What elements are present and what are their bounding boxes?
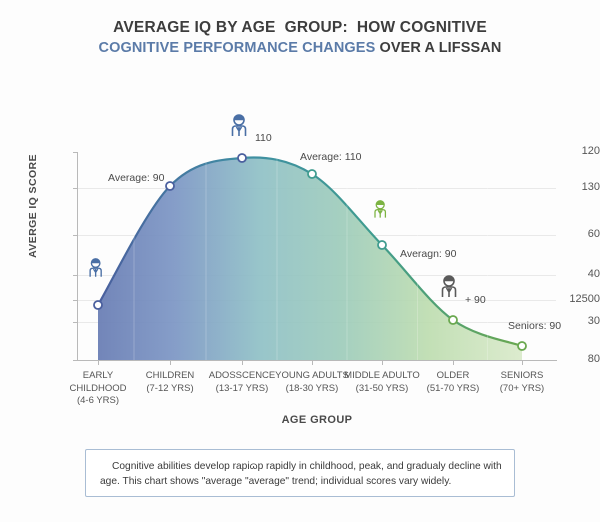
y-tick-mark	[73, 360, 78, 361]
annotation-average-90-left: Average: 90	[108, 172, 165, 184]
y-tick-label: 60	[587, 228, 600, 240]
annotation-peak-value: 110	[255, 132, 272, 144]
x-tick-label-line: (13-17 YRS)	[215, 382, 269, 394]
figure-icon-group	[89, 114, 457, 297]
annotation-seniors-90: Seniors: 90	[508, 320, 562, 332]
x-tick-label-line: CHILDREN	[145, 370, 195, 381]
y-axis-line	[77, 152, 78, 361]
x-tick-label-line: OLDER	[436, 370, 470, 381]
y-tick-mark	[73, 322, 78, 323]
x-tick-mark	[453, 360, 454, 365]
iq-curve-chart	[89, 114, 527, 360]
data-point-marker[interactable]	[517, 341, 527, 351]
y-tick-label: 12500	[569, 293, 600, 305]
x-tick-label: SENIORS (70+ YRS)	[470, 370, 574, 395]
y-tick-mark	[73, 235, 78, 236]
y-tick-mark	[73, 188, 78, 189]
x-tick-mark	[98, 360, 99, 365]
band-divider-group	[133, 156, 488, 360]
x-tick-label: EARLY CHILDHOOD (4-6 YRS)	[46, 370, 150, 408]
y-tick-label: 40	[587, 268, 600, 280]
caption-box: Cognitive abilities develop rapiɷp rapid…	[85, 449, 515, 497]
caption-text: Cognitive abilities develop rapiɷp rapid…	[100, 461, 502, 487]
y-tick-mark	[73, 152, 78, 153]
x-tick-label-line: SENIORS	[500, 370, 544, 381]
y-tick-mark	[73, 300, 78, 301]
x-axis-title: AGE GROUP	[281, 414, 353, 426]
x-tick-mark	[170, 360, 171, 365]
adult-figure-icon	[231, 114, 247, 136]
data-point-marker[interactable]	[165, 181, 175, 191]
x-tick-label-line: MIDDLE ADULTO	[344, 370, 420, 381]
x-tick-label: ADOSSCENCE (13-17 YRS)	[190, 370, 294, 395]
data-point-marker[interactable]	[448, 315, 458, 325]
x-tick-label-line: (7-12 YRS)	[146, 382, 194, 394]
child-figure-icon	[89, 258, 102, 277]
y-tick-mark	[73, 275, 78, 276]
y-tick-label: 30	[587, 315, 600, 327]
page-title-line2-blue: COGNITIVE PERFORMANCE CHANGES	[98, 40, 380, 56]
x-tick-label-line: EARLY	[82, 370, 114, 381]
y-tick-label: 130	[581, 181, 600, 193]
x-tick-label-line: ADOSSCENCE	[208, 370, 276, 381]
page-title-line1: AVERAGE IQ BY AGE GROUP: HOW COGNITIVE	[113, 19, 487, 36]
annotation-average-110: Average: 110	[300, 151, 362, 163]
x-tick-mark	[242, 360, 243, 365]
data-point-marker[interactable]	[307, 169, 317, 179]
green-figure-icon	[374, 200, 387, 218]
x-tick-mark	[312, 360, 313, 365]
x-tick-label: YOUNG ADULTS (18-30 YRS)	[260, 370, 364, 395]
data-point-marker[interactable]	[377, 240, 387, 250]
x-tick-label-line: (18-30 YRS)	[285, 382, 339, 394]
x-tick-label-line: CHILDHOOD	[69, 382, 127, 394]
data-point-group	[93, 153, 527, 351]
data-point-marker[interactable]	[93, 300, 103, 310]
data-point-marker[interactable]	[237, 153, 247, 163]
x-tick-label-line: YOUNG ADULTS	[275, 370, 349, 381]
area-fill	[98, 157, 522, 360]
annotation-plus-90: + 90	[465, 294, 486, 306]
annotation-averagn-90: Averagn: 90	[400, 248, 457, 260]
y-tick-label: 120	[581, 145, 600, 157]
page-title-line2: COGNITIVE PERFORMANCE CHANGES OVER A LIF…	[0, 38, 600, 58]
page-title-line2-dark: OVER A LIFSSAN	[379, 40, 502, 56]
x-tick-label-line: (70+ YRS)	[499, 382, 545, 394]
x-tick-label: CHILDREN (7-12 YRS)	[118, 370, 222, 395]
older-figure-icon	[441, 275, 457, 297]
x-tick-label: MIDDLE ADULTO (31-50 YRS)	[330, 370, 434, 395]
y-tick-label: 80	[587, 353, 600, 365]
x-tick-label-line: (31-50 YRS)	[355, 382, 409, 394]
x-tick-mark	[522, 360, 523, 365]
x-tick-label: OLDER (51-70 YRS)	[401, 370, 505, 395]
chart-title-block: AVERAGE IQ BY AGE GROUP: HOW COGNITIVE C…	[0, 18, 600, 58]
x-tick-label-line: (51-70 YRS)	[426, 382, 480, 394]
chart-canvas: AVERGE IQ SCORE AGE GROUP 120 130 60 40 1250…	[27, 114, 600, 426]
x-tick-label-line: (4-6 YRS)	[76, 395, 120, 406]
x-tick-mark	[382, 360, 383, 365]
x-axis-line	[77, 360, 557, 361]
